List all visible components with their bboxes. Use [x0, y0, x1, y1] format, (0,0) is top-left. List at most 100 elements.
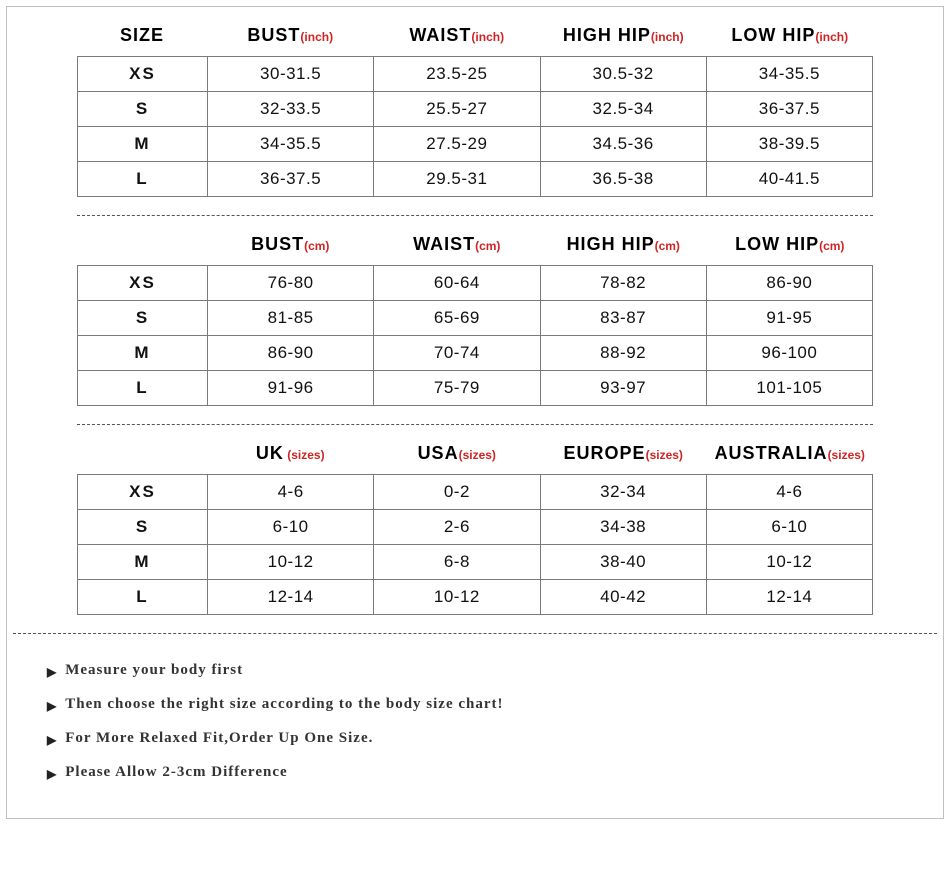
size-section-0: SIZEBUST(inch)WAIST(inch)HIGH HIP(inch)L… [7, 7, 943, 216]
value-cell: 40-42 [540, 580, 706, 615]
value-cell: 81-85 [208, 301, 374, 336]
value-cell: 25.5-27 [374, 92, 540, 127]
column-header-unit: (cm) [304, 239, 329, 253]
column-header-unit: (cm) [819, 239, 844, 253]
column-header-label: UK [256, 443, 284, 463]
triangle-bullet-icon: ▶ [47, 764, 57, 784]
size-label-cell: M [78, 545, 208, 580]
value-cell: 4-6 [706, 475, 872, 510]
size-label-cell: S [78, 92, 208, 127]
size-section-1: BUST(cm)WAIST(cm)HIGH HIP(cm)LOW HIP(cm)… [7, 216, 943, 425]
column-header-label: EUROPE [564, 443, 646, 463]
size-label-cell: L [78, 580, 208, 615]
column-header-unit: (sizes) [646, 448, 683, 462]
size-section-2: UK (sizes)USA(sizes)EUROPE(sizes)AUSTRAL… [7, 425, 943, 615]
column-header: HIGH HIP(inch) [540, 25, 707, 46]
value-cell: 75-79 [374, 371, 540, 406]
column-header: UK (sizes) [207, 443, 374, 464]
value-cell: 30.5-32 [540, 57, 706, 92]
value-cell: 10-12 [374, 580, 540, 615]
size-label-cell: S [78, 510, 208, 545]
column-header-row: UK (sizes)USA(sizes)EUROPE(sizes)AUSTRAL… [77, 425, 873, 474]
value-cell: 6-10 [706, 510, 872, 545]
size-label-cell: L [78, 371, 208, 406]
column-header: WAIST(cm) [374, 234, 541, 255]
value-cell: 10-12 [208, 545, 374, 580]
size-label-cell: XS [78, 475, 208, 510]
value-cell: 23.5-25 [374, 57, 540, 92]
column-header-label: AUSTRALIA [715, 443, 828, 463]
size-chart-card: SIZEBUST(inch)WAIST(inch)HIGH HIP(inch)L… [6, 6, 944, 819]
column-header-unit: (inch) [651, 30, 684, 44]
table-row: S81-8565-6983-8791-95 [78, 301, 873, 336]
size-label-cell: XS [78, 57, 208, 92]
table-row: S6-102-634-386-10 [78, 510, 873, 545]
column-header-unit: (inch) [815, 30, 848, 44]
value-cell: 32.5-34 [540, 92, 706, 127]
size-column-header [77, 443, 207, 464]
value-cell: 96-100 [706, 336, 872, 371]
column-header-unit: (inch) [300, 30, 333, 44]
column-header: USA(sizes) [374, 443, 541, 464]
value-cell: 34-35.5 [208, 127, 374, 162]
value-cell: 36.5-38 [540, 162, 706, 197]
table-row: M34-35.527.5-2934.5-3638-39.5 [78, 127, 873, 162]
value-cell: 88-92 [540, 336, 706, 371]
column-header-label: WAIST [413, 234, 475, 254]
note-text: For More Relaxed Fit,Order Up One Size. [65, 730, 373, 747]
value-cell: 32-33.5 [208, 92, 374, 127]
value-cell: 2-6 [374, 510, 540, 545]
value-cell: 36-37.5 [706, 92, 872, 127]
value-cell: 10-12 [706, 545, 872, 580]
size-label-cell: M [78, 127, 208, 162]
table-row: S32-33.525.5-2732.5-3436-37.5 [78, 92, 873, 127]
size-label-cell: S [78, 301, 208, 336]
column-header: LOW HIP(cm) [707, 234, 874, 255]
column-header-label: HIGH HIP [567, 234, 655, 254]
value-cell: 29.5-31 [374, 162, 540, 197]
column-header-unit: (sizes) [284, 448, 325, 462]
note-line: ▶Please Allow 2-3cm Difference [47, 764, 893, 784]
column-header-unit: (sizes) [828, 448, 865, 462]
value-cell: 30-31.5 [208, 57, 374, 92]
note-line: ▶ For More Relaxed Fit,Order Up One Size. [47, 730, 893, 750]
value-cell: 76-80 [208, 266, 374, 301]
value-cell: 38-40 [540, 545, 706, 580]
column-header-unit: (inch) [471, 30, 504, 44]
triangle-bullet-icon: ▶ [47, 730, 57, 750]
column-header-label: LOW HIP [731, 25, 815, 45]
column-header: LOW HIP(inch) [707, 25, 874, 46]
table-row: L36-37.529.5-3136.5-3840-41.5 [78, 162, 873, 197]
column-header: HIGH HIP(cm) [540, 234, 707, 255]
column-header-label: LOW HIP [735, 234, 819, 254]
value-cell: 6-8 [374, 545, 540, 580]
column-header-unit: (sizes) [459, 448, 496, 462]
size-label-cell: XS [78, 266, 208, 301]
value-cell: 38-39.5 [706, 127, 872, 162]
value-cell: 36-37.5 [208, 162, 374, 197]
value-cell: 91-96 [208, 371, 374, 406]
column-header-label: BUST [251, 234, 304, 254]
note-text: Measure your body first [65, 662, 243, 679]
value-cell: 0-2 [374, 475, 540, 510]
table-row: XS4-60-232-344-6 [78, 475, 873, 510]
column-header-label: USA [418, 443, 459, 463]
value-cell: 4-6 [208, 475, 374, 510]
column-header-unit: (cm) [475, 239, 500, 253]
value-cell: 91-95 [706, 301, 872, 336]
value-cell: 34-38 [540, 510, 706, 545]
size-label-cell: L [78, 162, 208, 197]
value-cell: 65-69 [374, 301, 540, 336]
value-cell: 34-35.5 [706, 57, 872, 92]
column-header-label: BUST [247, 25, 300, 45]
column-header: BUST(inch) [207, 25, 374, 46]
value-cell: 83-87 [540, 301, 706, 336]
value-cell: 101-105 [706, 371, 872, 406]
column-header: BUST(cm) [207, 234, 374, 255]
value-cell: 32-34 [540, 475, 706, 510]
table-row: XS30-31.523.5-2530.5-3234-35.5 [78, 57, 873, 92]
size-table: XS4-60-232-344-6S6-102-634-386-10M10-126… [77, 474, 873, 615]
column-header-unit: (cm) [655, 239, 680, 253]
note-line: ▶Then choose the right size according to… [47, 696, 893, 716]
triangle-bullet-icon: ▶ [47, 662, 57, 682]
